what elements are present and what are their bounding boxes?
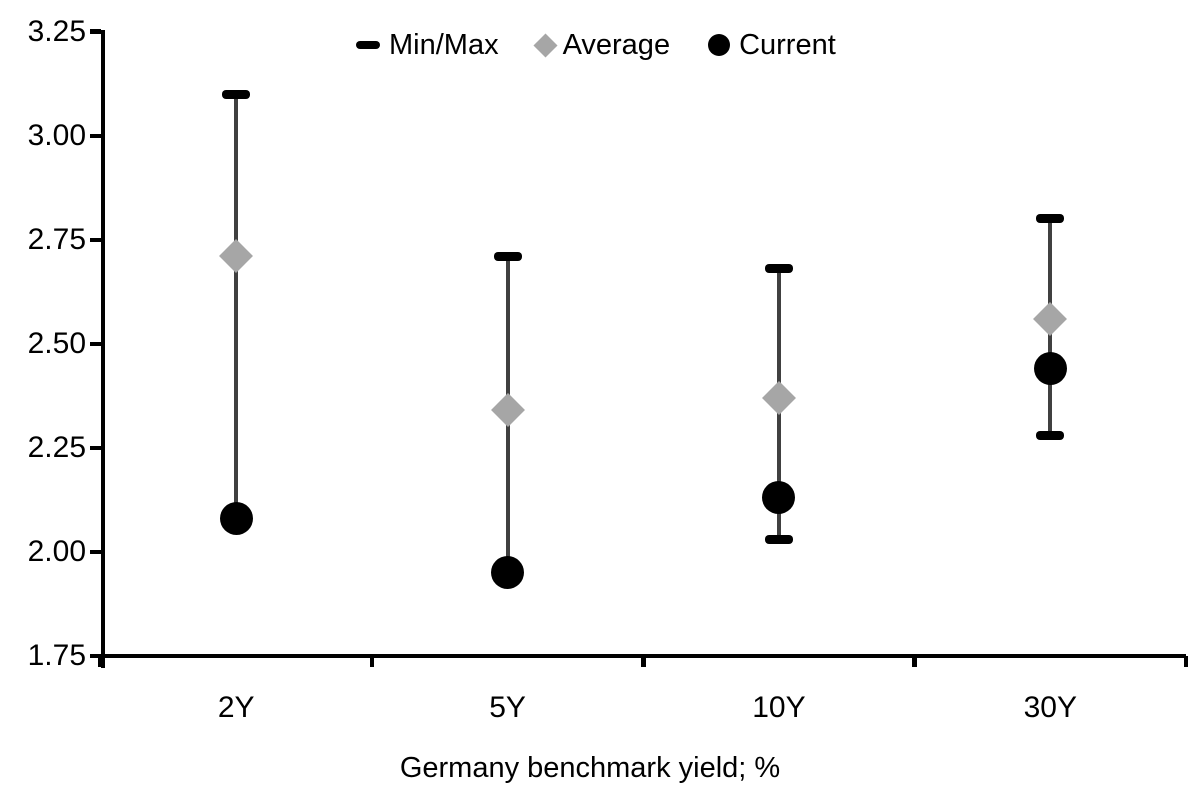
x-tick — [912, 656, 917, 667]
current-marker — [491, 556, 525, 590]
x-tick — [98, 656, 103, 667]
x-tick-label: 30Y — [1023, 691, 1077, 724]
y-tick-label: 2.25 — [27, 430, 86, 464]
max-cap-marker — [493, 251, 522, 261]
y-tick-label: 2.50 — [27, 326, 86, 360]
legend-item-current: Current — [708, 26, 836, 64]
current-marker — [219, 502, 253, 536]
min-cap-marker — [1036, 430, 1065, 440]
minmax-whisker-line — [234, 94, 239, 519]
min-cap-marker — [764, 534, 793, 544]
y-tick-label: 3.00 — [27, 118, 86, 152]
y-tick-label: 3.25 — [27, 14, 86, 48]
y-tick-label: 2.75 — [27, 222, 86, 256]
minmax-dash-icon — [356, 41, 380, 49]
average-marker — [219, 239, 254, 274]
x-tick — [369, 656, 375, 667]
y-tick — [89, 653, 101, 659]
y-tick-label: 1.75 — [27, 639, 86, 672]
x-tick-label: 10Y — [752, 691, 806, 724]
max-cap-marker — [1036, 214, 1065, 224]
current-circle-icon — [708, 34, 731, 56]
x-tick-label: 2Y — [217, 691, 255, 724]
y-tick — [89, 341, 101, 347]
y-tick — [89, 445, 101, 451]
average-diamond-icon — [533, 32, 558, 58]
x-tick — [641, 656, 646, 667]
legend-item-average: Average — [533, 26, 671, 64]
x-axis-title: Germany benchmark yield; % — [399, 752, 781, 784]
average-marker — [1033, 301, 1068, 336]
legend-label-current: Current — [739, 29, 836, 61]
y-axis — [100, 30, 105, 668]
y-tick — [89, 133, 101, 138]
max-cap-marker — [222, 89, 251, 99]
y-tick-label: 2.00 — [27, 534, 86, 568]
y-tick — [89, 237, 101, 243]
y-tick — [89, 29, 101, 34]
average-marker — [761, 380, 796, 415]
average-marker — [490, 393, 525, 428]
legend-label-average: Average — [562, 29, 671, 61]
current-marker — [762, 481, 796, 515]
y-tick — [89, 549, 101, 555]
legend-label-minmax: Min/Max — [389, 29, 499, 61]
legend-item-minmax: Min/Max — [356, 26, 499, 64]
legend: Min/Max Average Current — [356, 26, 836, 64]
max-cap-marker — [764, 264, 793, 274]
current-marker — [1033, 352, 1067, 386]
x-tick-label: 5Y — [489, 691, 526, 724]
x-tick — [1183, 656, 1189, 667]
